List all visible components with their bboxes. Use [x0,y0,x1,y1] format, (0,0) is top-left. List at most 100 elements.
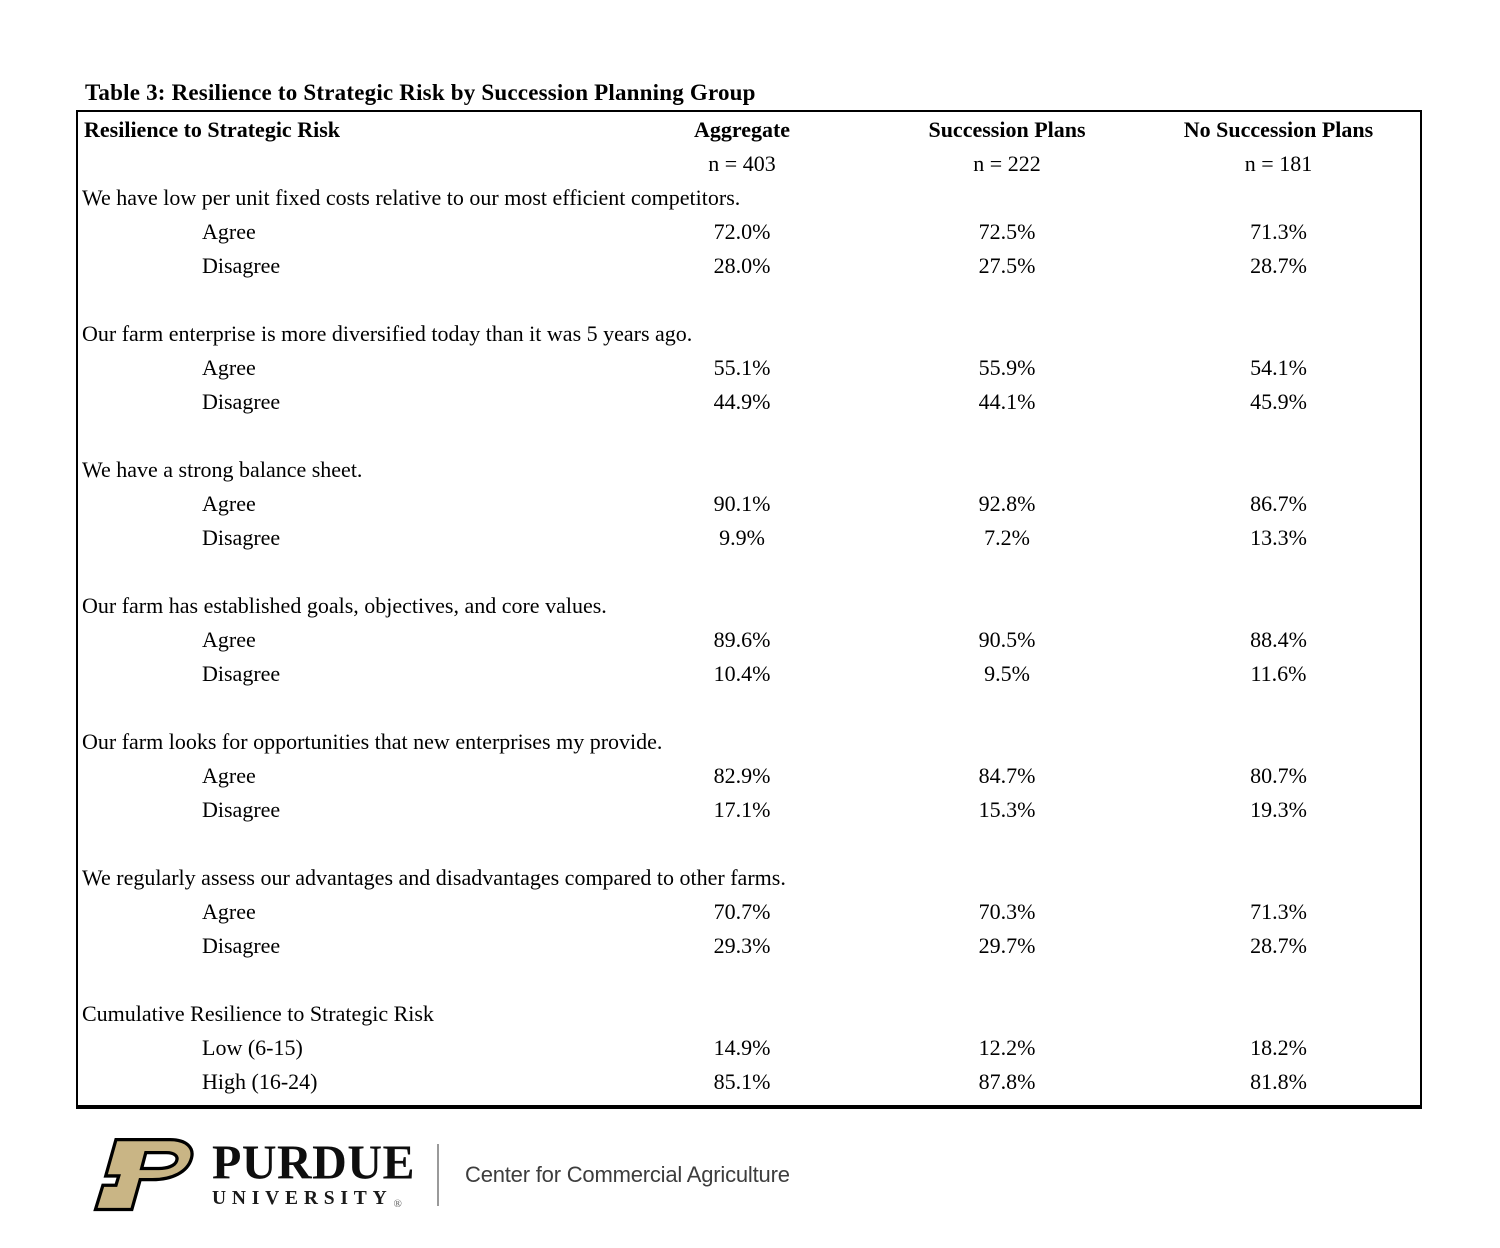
table-row: Disagree 44.9% 44.1% 45.9% [77,385,1421,419]
row-value: 87.8% [978,1069,1036,1094]
row-value: 10.4% [713,661,771,686]
row-value: 11.6% [1250,661,1307,686]
row-label: Agree [202,219,256,244]
question-row: Our farm looks for opportunities that ne… [77,725,1421,759]
row-value: 15.3% [978,797,1036,822]
table-title: Table 3: Resilience to Strategic Risk by… [85,80,756,105]
row-value: 88.4% [1250,627,1307,652]
spacer-row [77,283,1421,317]
question-text: Our farm has established goals, objectiv… [82,593,607,618]
row-value: 90.1% [713,491,771,516]
header-row: Resilience to Strategic Risk Aggregate S… [77,111,1421,147]
row-value: 28.7% [1250,933,1307,958]
row-value: 29.3% [713,933,771,958]
header-col-resilience: Resilience to Strategic Risk [84,116,340,142]
row-value: 14.9% [713,1035,771,1060]
row-value: 45.9% [1250,389,1307,414]
header-col-aggregate: Aggregate [693,116,791,142]
spacer-row [77,963,1421,997]
row-label: Disagree [202,797,281,822]
question-text: Cumulative Resilience to Strategic Risk [82,1001,434,1026]
logo-divider [437,1144,439,1206]
spacer-row [77,827,1421,861]
row-value: 54.1% [1250,355,1307,380]
spacer-row [77,419,1421,453]
row-label: Disagree [202,253,281,278]
table-row: Agree 72.0% 72.5% 71.3% [77,215,1421,249]
table-body: We have low per unit fixed costs relativ… [77,181,1421,1107]
n-no-succession: n = 181 [1244,151,1313,176]
question-row: Our farm has established goals, objectiv… [77,589,1421,623]
row-value: 9.5% [984,661,1030,686]
table-row: Disagree 9.9% 7.2% 13.3% [77,521,1421,555]
row-value: 9.9% [719,525,765,550]
question-row: We have low per unit fixed costs relativ… [77,181,1421,215]
unit-name: Center for Commercial Agriculture [465,1162,790,1187]
row-label: Low (6-15) [202,1035,303,1060]
header-col-succession: Succession Plans [928,116,1086,142]
row-value: 70.7% [713,899,771,924]
row-label: Disagree [202,389,281,414]
row-value: 27.5% [978,253,1036,278]
spacer-row [77,691,1421,725]
question-row: Cumulative Resilience to Strategic Risk [77,997,1421,1031]
row-value: 70.3% [978,899,1036,924]
empty-cell [77,147,607,181]
row-value: 44.9% [713,389,771,414]
row-label: Agree [202,763,256,788]
row-value: 19.3% [1250,797,1307,822]
row-value: 89.6% [713,627,771,652]
header-col-no-succession: No Succession Plans [1183,116,1374,142]
question-row: Our farm enterprise is more diversified … [77,317,1421,351]
table-row: Disagree 29.3% 29.7% 28.7% [77,929,1421,963]
row-value: 12.2% [978,1035,1036,1060]
row-value: 84.7% [978,763,1036,788]
row-value: 55.1% [713,355,771,380]
row-value: 55.9% [978,355,1036,380]
row-label: Disagree [202,661,281,686]
row-value: 85.1% [713,1069,771,1094]
purdue-wordmark: PURDUE UNIVERSITY ® [212,1138,415,1210]
table-row: Disagree 17.1% 15.3% 19.3% [77,793,1421,827]
question-text: We have a strong balance sheet. [82,457,363,482]
motion-p-shape [93,1137,194,1212]
row-label: Disagree [202,933,281,958]
row-value: 80.7% [1250,763,1307,788]
row-value: 7.2% [984,525,1030,550]
row-value: 86.7% [1250,491,1307,516]
row-label: Agree [202,899,256,924]
question-text: We regularly assess our advantages and d… [82,865,786,890]
n-succession: n = 222 [973,151,1041,176]
footer-branding: PURDUE UNIVERSITY ® Center for Commercia… [88,1134,790,1216]
table-row: Low (6-15) 14.9% 12.2% 18.2% [77,1031,1421,1065]
row-label: Agree [202,355,256,380]
row-value: 90.5% [978,627,1036,652]
row-value: 81.8% [1250,1069,1307,1094]
row-value: 92.8% [978,491,1036,516]
table-row: Agree 55.1% 55.9% 54.1% [77,351,1421,385]
row-value: 71.3% [1250,219,1307,244]
table-row: Agree 70.7% 70.3% 71.3% [77,895,1421,929]
n-aggregate: n = 403 [708,151,776,176]
row-value: 72.0% [713,219,771,244]
purdue-motion-p-icon [93,1137,194,1212]
row-value: 71.3% [1250,899,1307,924]
table-row: High (16-24) 85.1% 87.8% 81.8% [77,1065,1421,1099]
registered-trademark: ® [393,1197,402,1210]
question-text: Our farm enterprise is more diversified … [82,321,693,346]
table-row: Agree 82.9% 84.7% 80.7% [77,759,1421,793]
table-bottom-padding [77,1099,1421,1107]
row-label: Disagree [202,525,281,550]
row-label: Agree [202,491,256,516]
sample-size-row: n = 403 n = 222 n = 181 [77,147,1421,181]
row-value: 28.7% [1250,253,1307,278]
row-label: Agree [202,627,256,652]
question-row: We have a strong balance sheet. [77,453,1421,487]
question-text: We have low per unit fixed costs relativ… [82,185,741,210]
table-row: Disagree 10.4% 9.5% 11.6% [77,657,1421,691]
table-row: Disagree 28.0% 27.5% 28.7% [77,249,1421,283]
table-row: Agree 90.1% 92.8% 86.7% [77,487,1421,521]
university-text: UNIVERSITY [212,1187,393,1209]
row-label: High (16-24) [202,1069,318,1094]
resilience-table: Resilience to Strategic Risk Aggregate S… [76,110,1422,1109]
